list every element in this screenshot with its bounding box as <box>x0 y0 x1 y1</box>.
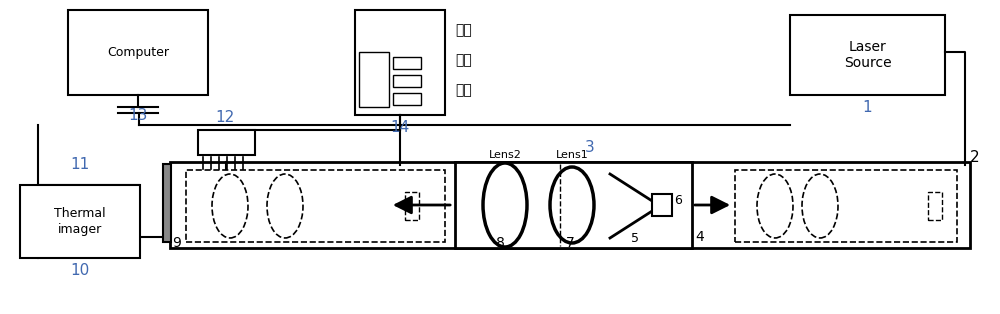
Bar <box>355 10 445 115</box>
Bar <box>393 57 421 69</box>
Text: 14: 14 <box>390 120 410 135</box>
Text: Laser: Laser <box>849 40 886 54</box>
Text: 7: 7 <box>566 236 574 250</box>
Text: 电动: 电动 <box>455 23 472 37</box>
Bar <box>652 194 672 216</box>
Text: 6: 6 <box>674 193 682 207</box>
Bar <box>170 162 970 248</box>
Bar <box>790 15 945 95</box>
Bar <box>359 52 389 107</box>
Text: 9: 9 <box>172 236 181 250</box>
Bar <box>393 93 421 105</box>
Text: 控制: 控制 <box>455 53 472 67</box>
Text: 1: 1 <box>862 100 872 115</box>
Text: 12: 12 <box>215 110 235 125</box>
Bar <box>928 192 942 220</box>
Text: 13: 13 <box>128 108 148 123</box>
Text: Source: Source <box>844 56 891 70</box>
Bar <box>735 170 957 242</box>
Bar <box>186 170 445 242</box>
Bar <box>405 192 419 220</box>
Text: 5: 5 <box>631 232 639 245</box>
Text: Lens2: Lens2 <box>489 150 521 160</box>
Bar <box>393 75 421 87</box>
Bar <box>163 164 171 242</box>
Text: 8: 8 <box>496 236 504 250</box>
Text: 11: 11 <box>70 157 90 172</box>
Text: imager: imager <box>58 223 102 236</box>
Bar <box>20 185 140 258</box>
Text: Computer: Computer <box>107 46 169 59</box>
Bar <box>68 10 208 95</box>
Text: 2: 2 <box>970 150 980 165</box>
Text: 10: 10 <box>70 263 90 278</box>
Text: 4: 4 <box>695 230 704 244</box>
Text: 3: 3 <box>585 140 595 155</box>
Text: Thermal: Thermal <box>54 207 106 220</box>
Text: 系统: 系统 <box>455 83 472 97</box>
Text: Lens1: Lens1 <box>556 150 588 160</box>
Bar <box>455 162 692 248</box>
Bar <box>198 130 255 155</box>
